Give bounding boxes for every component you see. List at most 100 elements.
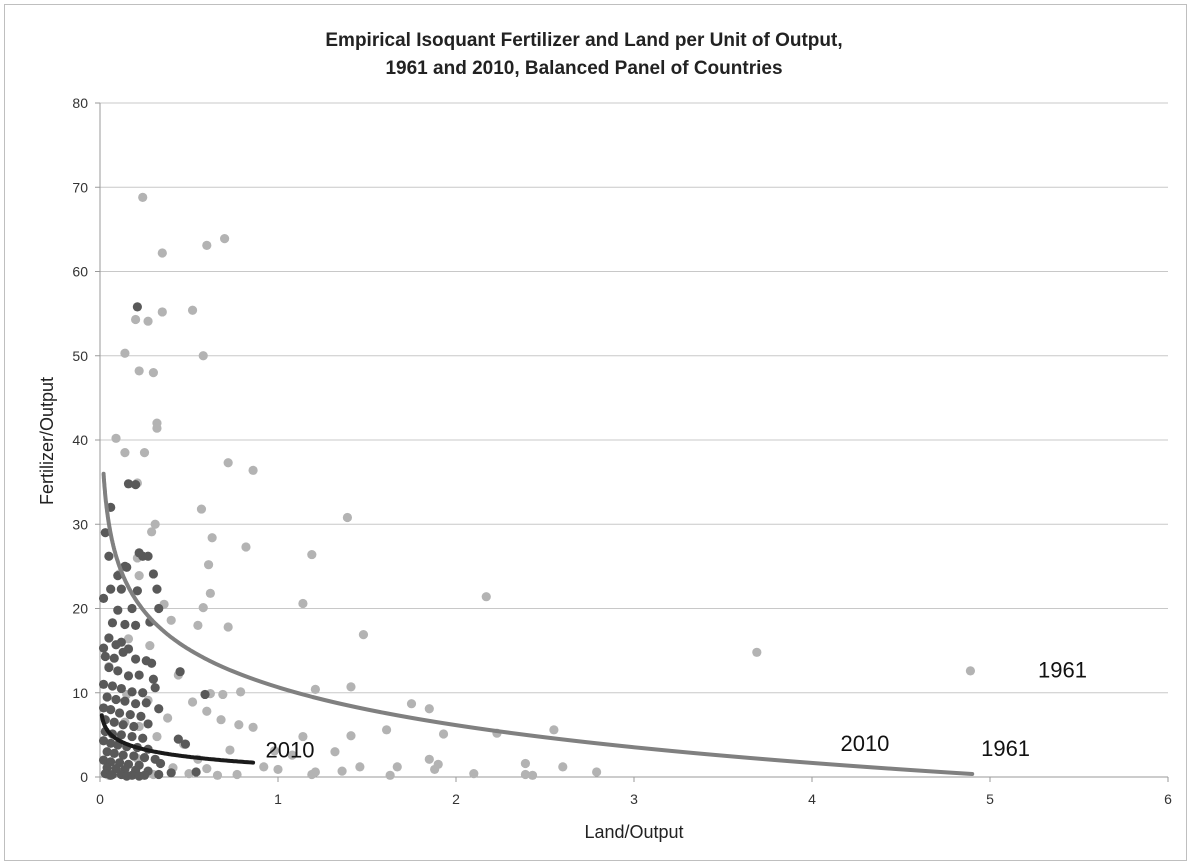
- y-axis-title: Fertilizer/Output: [37, 377, 57, 505]
- data-point-1961: [346, 731, 356, 741]
- data-point-2010: [152, 584, 162, 594]
- data-point-1961: [152, 423, 162, 433]
- data-point-1961: [120, 448, 130, 458]
- y-tick-label: 20: [72, 601, 88, 617]
- tick-labels: 0 10 20 30 40 50 60 70 80 0 1 2 3 4 5 6: [72, 95, 1172, 807]
- isoquant-curve-1961: [101, 471, 975, 776]
- data-point-2010: [127, 687, 137, 697]
- data-point-1961: [163, 713, 173, 723]
- data-point-2010: [113, 605, 123, 615]
- data-point-1961: [220, 234, 230, 244]
- data-point-1961: [298, 598, 308, 609]
- data-point-2010: [132, 302, 142, 312]
- data-point-2010: [123, 479, 134, 489]
- x-tick-label: 2: [452, 791, 460, 807]
- x-tick-label: 1: [274, 791, 282, 807]
- data-point-1961: [111, 433, 121, 443]
- y-tick-label: 40: [72, 432, 88, 448]
- data-point-2010: [100, 651, 110, 662]
- x-tick-label: 4: [808, 791, 816, 807]
- data-point-2010: [98, 755, 109, 765]
- data-point-1961: [198, 351, 208, 361]
- data-point-2010: [150, 683, 160, 693]
- data-point-2010: [191, 767, 201, 777]
- data-point-2010: [143, 551, 153, 561]
- data-point-1961: [549, 725, 559, 735]
- data-point-1961: [355, 762, 365, 772]
- chart-title-line-1: Empirical Isoquant Fertilizer and Land p…: [325, 30, 842, 51]
- data-point-2010: [127, 731, 137, 742]
- data-point-1961: [166, 615, 176, 625]
- data-point-1961: [424, 754, 434, 764]
- annotation-2010: 2010: [266, 738, 315, 763]
- data-point-2010: [116, 730, 126, 740]
- data-point-1961: [592, 767, 602, 777]
- annotations: 1961 1961 2010 2010: [266, 658, 1087, 763]
- data-point-1961: [438, 729, 449, 739]
- data-point-1961: [424, 704, 434, 714]
- data-point-1961: [430, 764, 440, 775]
- data-point-1961: [232, 769, 242, 780]
- data-point-2010: [118, 647, 128, 657]
- data-point-2010: [120, 619, 130, 630]
- data-point-1961: [223, 622, 233, 632]
- data-point-2010: [134, 670, 144, 680]
- data-point-1961: [131, 314, 141, 325]
- data-point-1961: [236, 687, 246, 697]
- annotation-1961: 1961: [1038, 658, 1087, 683]
- data-point-1961: [207, 533, 217, 543]
- data-point-2010: [148, 569, 158, 579]
- data-point-1961: [269, 746, 280, 756]
- data-point-2010: [109, 748, 119, 759]
- data-point-2010: [134, 548, 144, 558]
- data-point-1961: [248, 722, 258, 732]
- data-point-1961: [196, 504, 207, 514]
- data-point-1961: [330, 747, 340, 757]
- scatter-chart: Empirical Isoquant Fertilizer and Land p…: [37, 30, 1172, 842]
- data-point-2010: [154, 769, 164, 780]
- data-point-1961: [342, 512, 353, 523]
- data-point-2010: [136, 711, 146, 721]
- x-tick-label: 0: [96, 791, 104, 807]
- data-point-2010: [154, 704, 164, 714]
- data-point-2010: [116, 637, 126, 647]
- data-point-1961: [273, 764, 283, 775]
- data-point-1961: [147, 527, 157, 537]
- data-point-1961: [134, 366, 144, 376]
- data-point-2010: [120, 696, 130, 706]
- gridlines: [100, 102, 1168, 694]
- data-point-1961: [520, 758, 531, 769]
- data-point-1961: [216, 715, 226, 725]
- data-point-1961: [145, 640, 155, 651]
- data-point-1961: [184, 769, 194, 779]
- data-point-1961: [337, 766, 347, 776]
- data-point-2010: [98, 736, 109, 746]
- data-point-1961: [259, 762, 269, 772]
- data-point-2010: [175, 667, 185, 677]
- annotation-1961: 1961: [981, 736, 1030, 761]
- data-point-1961: [157, 307, 167, 317]
- data-point-2010: [138, 688, 148, 698]
- data-point-2010: [98, 679, 109, 689]
- data-point-1961: [218, 689, 228, 700]
- data-point-2010: [104, 551, 114, 561]
- data-point-2010: [116, 683, 126, 694]
- data-point-2010: [113, 666, 123, 676]
- data-point-2010: [200, 689, 210, 700]
- data-point-1961: [202, 706, 212, 716]
- data-point-2010: [106, 705, 116, 715]
- data-point-2010: [98, 593, 109, 603]
- data-point-2010: [134, 771, 144, 781]
- data-point-2010: [107, 681, 118, 691]
- data-point-1961: [392, 762, 402, 772]
- data-point-2010: [127, 603, 137, 614]
- data-point-2010: [173, 734, 183, 744]
- data-point-1961: [157, 248, 167, 258]
- data-point-2010: [106, 738, 116, 748]
- data-point-2010: [114, 708, 125, 718]
- data-point-2010: [106, 584, 116, 594]
- data-point-1961: [148, 368, 158, 378]
- data-point-1961: [241, 542, 251, 552]
- data-point-1961: [139, 448, 150, 458]
- data-point-2010: [123, 671, 134, 681]
